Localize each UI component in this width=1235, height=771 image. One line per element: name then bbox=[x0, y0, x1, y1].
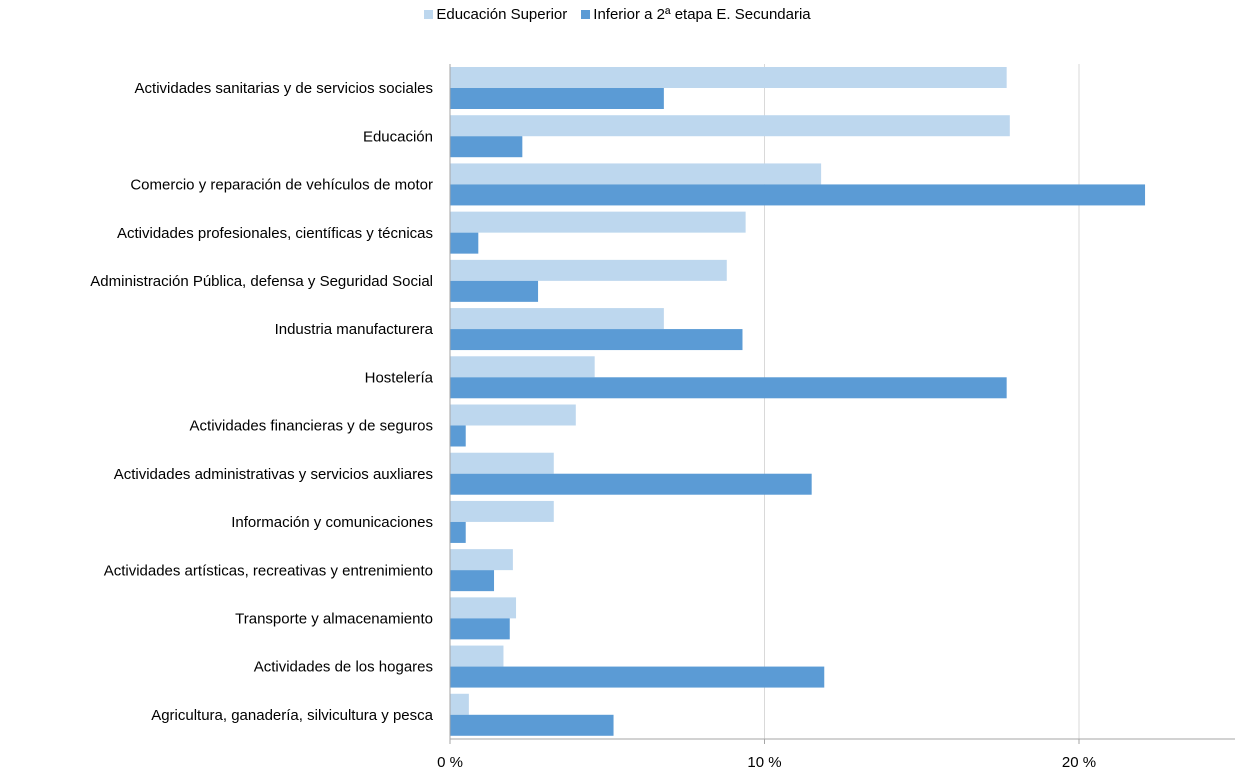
bar-inferior-secundaria-2 bbox=[450, 184, 1146, 206]
bar-educacion-superior-1 bbox=[450, 115, 1010, 137]
legend-item-educacion-superior: Educación Superior bbox=[424, 6, 567, 23]
bar-educacion-superior-7 bbox=[450, 404, 576, 426]
bar-educacion-superior-12 bbox=[450, 645, 504, 667]
legend: Educación Superior Inferior a 2ª etapa E… bbox=[0, 6, 1235, 23]
category-label-5: Industria manufacturera bbox=[275, 321, 434, 338]
category-label-8: Actividades administrativas y servicios … bbox=[114, 466, 433, 483]
category-label-0: Actividades sanitarias y de servicios so… bbox=[135, 80, 433, 97]
bar-educacion-superior-8 bbox=[450, 452, 554, 474]
bar-inferior-secundaria-0 bbox=[450, 88, 664, 109]
bar-educacion-superior-13 bbox=[450, 693, 469, 715]
bar-educacion-superior-5 bbox=[450, 308, 664, 330]
bar-inferior-secundaria-6 bbox=[450, 377, 1007, 399]
category-label-9: Información y comunicaciones bbox=[231, 514, 433, 531]
category-label-1: Educación bbox=[363, 128, 433, 145]
bar-educacion-superior-2 bbox=[450, 163, 822, 185]
bar-educacion-superior-9 bbox=[450, 500, 554, 522]
x-tick-label-0: 0 % bbox=[437, 754, 463, 771]
category-label-6: Hostelería bbox=[365, 369, 434, 386]
bar-educacion-superior-10 bbox=[450, 549, 513, 571]
category-label-4: Administración Pública, defensa y Seguri… bbox=[90, 273, 433, 290]
category-label-13: Agricultura, ganadería, silvicultura y p… bbox=[151, 707, 433, 724]
bar-educacion-superior-6 bbox=[450, 356, 595, 378]
bar-educacion-superior-3 bbox=[450, 211, 746, 233]
bar-inferior-secundaria-12 bbox=[450, 666, 825, 688]
bar-inferior-secundaria-4 bbox=[450, 280, 539, 302]
category-label-11: Transporte y almacenamiento bbox=[235, 610, 433, 627]
bar-inferior-secundaria-3 bbox=[450, 232, 479, 254]
bar-inferior-secundaria-9 bbox=[450, 521, 466, 543]
legend-label-inferior-secundaria: Inferior a 2ª etapa E. Secundaria bbox=[593, 6, 811, 23]
category-label-3: Actividades profesionales, científicas y… bbox=[117, 225, 433, 242]
legend-item-inferior-secundaria: Inferior a 2ª etapa E. Secundaria bbox=[581, 6, 811, 23]
category-label-12: Actividades de los hogares bbox=[254, 659, 433, 676]
bar-inferior-secundaria-13 bbox=[450, 714, 614, 736]
legend-swatch-inferior-secundaria bbox=[581, 10, 591, 19]
bar-inferior-secundaria-8 bbox=[450, 473, 812, 495]
bar-inferior-secundaria-11 bbox=[450, 618, 510, 640]
bar-inferior-secundaria-10 bbox=[450, 570, 495, 592]
legend-label-educacion-superior: Educación Superior bbox=[436, 6, 568, 23]
bar-educacion-superior-11 bbox=[450, 597, 517, 619]
bar-educacion-superior-4 bbox=[450, 259, 727, 281]
bar-inferior-secundaria-1 bbox=[450, 136, 523, 158]
legend-swatch-educacion-superior bbox=[424, 10, 434, 19]
bar-inferior-secundaria-5 bbox=[450, 329, 743, 351]
category-label-10: Actividades artísticas, recreativas y en… bbox=[104, 562, 433, 579]
x-tick-label-2: 20 % bbox=[1062, 754, 1096, 771]
bar-inferior-secundaria-7 bbox=[450, 425, 466, 447]
x-tick-label-1: 10 % bbox=[747, 754, 781, 771]
category-label-2: Comercio y reparación de vehículos de mo… bbox=[130, 177, 433, 194]
category-label-7: Actividades financieras y de seguros bbox=[190, 418, 433, 435]
bar-educacion-superior-0 bbox=[450, 67, 1007, 88]
